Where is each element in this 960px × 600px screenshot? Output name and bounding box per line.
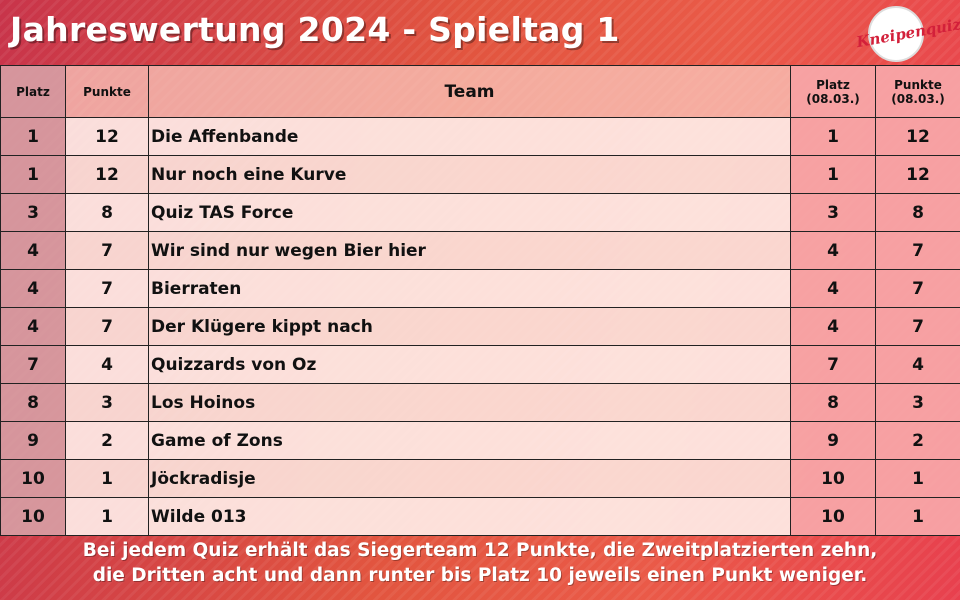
cell-platz-day: 10 [790, 497, 876, 536]
cell-platz-day: 8 [790, 383, 876, 422]
cell-punkte: 8 [65, 193, 149, 232]
cell-team: Game of Zons [148, 421, 791, 460]
cell-platz-day: 9 [790, 421, 876, 460]
cell-platz: 9 [0, 421, 66, 460]
cell-platz: 1 [0, 155, 66, 194]
table-row: 4 7 Wir sind nur wegen Bier hier 4 7 [0, 231, 960, 270]
cell-team: Die Affenbande [148, 117, 791, 156]
table-row: 3 8 Quiz TAS Force 3 8 [0, 193, 960, 232]
cell-punkte-day: 12 [875, 155, 960, 194]
header-platz-day: Platz (08.03.) [790, 65, 876, 118]
cell-platz-day: 1 [790, 117, 876, 156]
cell-platz: 4 [0, 231, 66, 270]
header-punkte-day: Punkte (08.03.) [875, 65, 960, 118]
cell-platz-day: 3 [790, 193, 876, 232]
footer-note: Bei jedem Quiz erhält das Siegerteam 12 … [0, 538, 960, 588]
cell-platz-day: 4 [790, 231, 876, 270]
header-platz: Platz [0, 65, 66, 118]
cell-punkte-day: 3 [875, 383, 960, 422]
table-row: 10 1 Jöckradisje 10 1 [0, 459, 960, 498]
cell-punkte-day: 7 [875, 307, 960, 346]
cell-platz-day: 4 [790, 269, 876, 308]
cell-punkte: 7 [65, 231, 149, 270]
cell-team: Wilde 013 [148, 497, 791, 536]
table-row: 10 1 Wilde 013 10 1 [0, 497, 960, 536]
table-row: 1 12 Die Affenbande 1 12 [0, 117, 960, 156]
cell-punkte-day: 12 [875, 117, 960, 156]
cell-platz: 7 [0, 345, 66, 384]
cell-team: Bierraten [148, 269, 791, 308]
table-row: 4 7 Der Klügere kippt nach 4 7 [0, 307, 960, 346]
cell-punkte: 1 [65, 497, 149, 536]
cell-punkte: 2 [65, 421, 149, 460]
cell-team: Nur noch eine Kurve [148, 155, 791, 194]
table-row: 1 12 Nur noch eine Kurve 1 12 [0, 155, 960, 194]
page-title: Jahreswertung 2024 - Spieltag 1 [10, 10, 620, 49]
cell-punkte-day: 2 [875, 421, 960, 460]
cell-platz: 8 [0, 383, 66, 422]
cell-platz: 10 [0, 497, 66, 536]
table-row: 8 3 Los Hoinos 8 3 [0, 383, 960, 422]
cell-platz: 10 [0, 459, 66, 498]
cell-punkte-day: 1 [875, 459, 960, 498]
kneipenquiz-logo: Kneipenquiz [855, 6, 960, 62]
cell-punkte-day: 7 [875, 231, 960, 270]
cell-punkte: 7 [65, 307, 149, 346]
cell-team: Der Klügere kippt nach [148, 307, 791, 346]
cell-platz-day: 10 [790, 459, 876, 498]
cell-platz: 4 [0, 269, 66, 308]
table-row: 4 7 Bierraten 4 7 [0, 269, 960, 308]
cell-platz-day: 7 [790, 345, 876, 384]
cell-punkte-day: 8 [875, 193, 960, 232]
cell-punkte-day: 1 [875, 497, 960, 536]
cell-team: Quizzards von Oz [148, 345, 791, 384]
table-header: Platz Punkte Team Platz (08.03.) Punkte … [0, 65, 960, 118]
cell-team: Los Hoinos [148, 383, 791, 422]
footer-line-2: die Dritten acht und dann runter bis Pla… [92, 565, 868, 586]
cell-punkte: 12 [65, 155, 149, 194]
header-team: Team [148, 65, 791, 118]
cell-team: Jöckradisje [148, 459, 791, 498]
table-row: 9 2 Game of Zons 9 2 [0, 421, 960, 460]
cell-punkte: 12 [65, 117, 149, 156]
footer-line-1: Bei jedem Quiz erhält das Siegerteam 12 … [82, 540, 878, 561]
table-row: 7 4 Quizzards von Oz 7 4 [0, 345, 960, 384]
cell-platz-day: 1 [790, 155, 876, 194]
cell-punkte: 7 [65, 269, 149, 308]
cell-punkte-day: 7 [875, 269, 960, 308]
cell-team: Quiz TAS Force [148, 193, 791, 232]
cell-platz: 1 [0, 117, 66, 156]
cell-platz-day: 4 [790, 307, 876, 346]
cell-punkte: 1 [65, 459, 149, 498]
cell-punkte: 3 [65, 383, 149, 422]
cell-punkte-day: 4 [875, 345, 960, 384]
header-punkte: Punkte [65, 65, 149, 118]
cell-team: Wir sind nur wegen Bier hier [148, 231, 791, 270]
cell-platz: 4 [0, 307, 66, 346]
cell-platz: 3 [0, 193, 66, 232]
standings-table: Platz Punkte Team Platz (08.03.) Punkte … [0, 65, 960, 536]
cell-punkte: 4 [65, 345, 149, 384]
